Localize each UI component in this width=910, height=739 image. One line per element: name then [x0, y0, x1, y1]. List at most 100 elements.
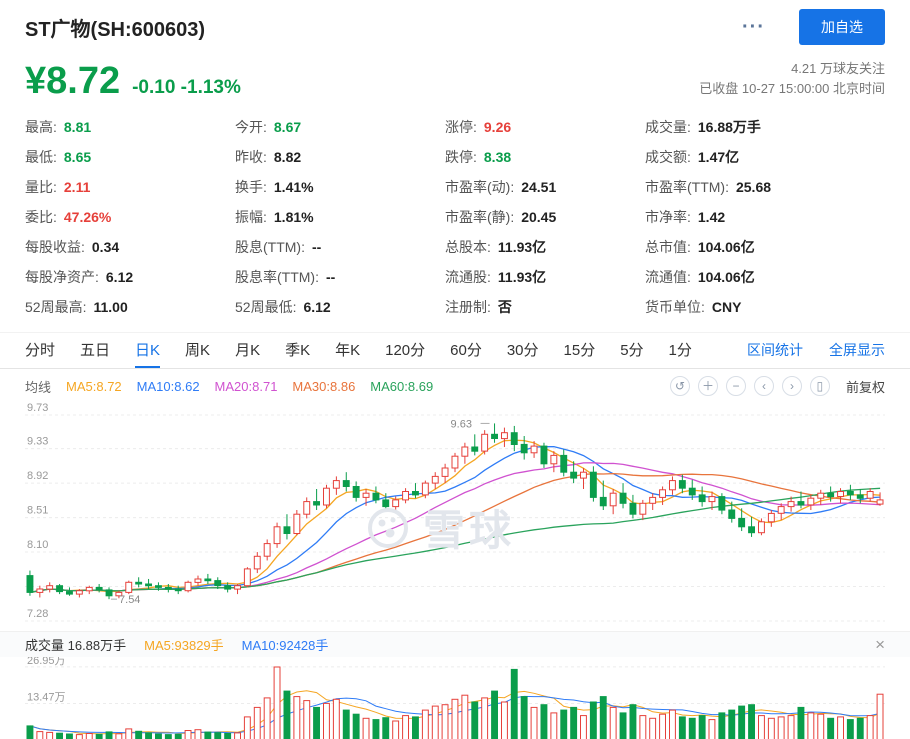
zoom-out-icon[interactable]: − — [725, 376, 746, 396]
stat-item: 每股净资产: 6.12 — [25, 262, 235, 292]
svg-text:26.95万: 26.95万 — [27, 657, 66, 667]
svg-text:7.54: 7.54 — [119, 594, 140, 606]
stat-value: 11.93亿 — [497, 239, 547, 255]
stat-label: 市盈率(静): — [445, 209, 515, 225]
period-tab[interactable]: 季K — [285, 342, 311, 359]
stat-label: 每股净资产: — [25, 269, 99, 285]
period-tab[interactable]: 日K — [135, 333, 161, 368]
period-tabbar: 分时 五日 日K 周K 月K 季K 年K 120分 60分 30分 15分 5分 1分 区间统计 全屏显… — [0, 332, 910, 369]
period-tab[interactable]: 周K — [185, 342, 211, 359]
period-tab[interactable]: 五日 — [80, 342, 111, 359]
stat-value: 47.26% — [63, 209, 112, 225]
close-icon[interactable]: × — [875, 635, 885, 654]
stat-label: 注册制: — [445, 299, 491, 315]
period-tab[interactable]: 30分 — [506, 342, 539, 359]
zoom-in-icon[interactable]: ＋ — [697, 376, 718, 396]
stat-item: 跌停: 8.38 — [445, 142, 645, 172]
quote-row: ¥8.72 -0.10 -1.13% 4.21 万球友关注 已收盘 10-27 … — [0, 44, 910, 100]
top-bar: ST广物(SH:600603) ··· 加自选 — [0, 0, 910, 45]
stat-item: 市净率: 1.42 — [645, 202, 885, 232]
volume-ma10-label: MA10:92428手 — [241, 638, 329, 653]
stat-item: 股息(TTM): -- — [235, 232, 445, 262]
more-menu-icon[interactable]: ··· — [742, 15, 765, 38]
stat-value: 8.82 — [273, 149, 302, 165]
stat-label: 流通股: — [445, 269, 491, 285]
stat-value: 16.88万手 — [697, 119, 761, 135]
pan-right-icon[interactable]: › — [781, 376, 802, 396]
stat-label: 市盈率(TTM): — [645, 179, 729, 195]
stat-value: 8.67 — [273, 119, 302, 135]
stat-value: 104.06亿 — [697, 269, 755, 285]
ma-legend-item: MA5:8.72 — [66, 378, 122, 394]
stat-value: 20.45 — [521, 209, 557, 225]
stat-label: 振幅: — [235, 209, 267, 225]
followers-count: 4.21 万球友关注 — [791, 61, 885, 76]
top-actions: ··· 加自选 — [742, 9, 885, 45]
chart-header: 均线 MA5:8.72 MA10:8.62 MA20:8.71 MA30:8.86 MA… — [0, 369, 910, 399]
stat-label: 总市值: — [645, 239, 691, 255]
pan-left-icon[interactable]: ‹ — [753, 376, 774, 396]
stat-item: 52周最低: 6.12 — [235, 292, 445, 322]
stat-item: 最低: 8.65 — [25, 142, 235, 172]
fullscreen-link[interactable]: 全屏显示 — [829, 342, 885, 358]
stat-item: 市盈率(TTM): 25.68 — [645, 172, 885, 202]
stat-label: 涨停: — [445, 119, 477, 135]
ma-legend-item: MA10:8.62 — [136, 378, 200, 394]
mobile-icon[interactable]: ▯ — [809, 376, 830, 396]
stat-item: 今开: 8.67 — [235, 112, 445, 142]
stat-label: 成交量: — [645, 119, 691, 135]
period-tab[interactable]: 15分 — [563, 342, 596, 359]
stat-item: 注册制: 否 — [445, 292, 645, 322]
range-stats-link[interactable]: 区间统计 — [747, 342, 803, 358]
period-tab[interactable]: 1分 — [668, 342, 692, 359]
volume-gridlines: 26.95万 13.47万 — [25, 657, 885, 704]
undo-icon[interactable]: ↺ — [669, 376, 690, 396]
stat-value: -- — [325, 269, 336, 285]
stat-item: 委比: 47.26% — [25, 202, 235, 232]
price-axis-labels: 9.73 9.33 8.92 8.51 8.10 7.28 — [27, 402, 48, 620]
stat-item: 总市值: 104.06亿 — [645, 232, 885, 262]
stat-value: 6.12 — [303, 299, 331, 315]
stat-label: 换手: — [235, 179, 267, 195]
stat-item: 股息率(TTM): -- — [235, 262, 445, 292]
volume-title: 成交量 16.88万手 — [25, 638, 127, 653]
stat-value: 1.47亿 — [697, 149, 740, 165]
volume-header: 成交量 16.88万手 MA5:93829手 MA10:92428手 × — [0, 631, 910, 657]
add-watchlist-button[interactable]: 加自选 — [799, 9, 885, 45]
stat-item: 成交额: 1.47亿 — [645, 142, 885, 172]
period-tab[interactable]: 60分 — [450, 342, 482, 359]
stats-grid: 最高: 8.81 今开: 8.67 涨停: 9.26 成交量: 16.88万手 最低: 8.65 昨… — [0, 100, 910, 326]
period-tab[interactable]: 分时 — [25, 342, 56, 359]
svg-text:8.51: 8.51 — [27, 505, 48, 517]
stat-label: 市净率: — [645, 209, 691, 225]
period-tab[interactable]: 5分 — [620, 342, 644, 359]
adjust-mode-selector[interactable]: 前复权 — [845, 379, 885, 395]
volume-chart[interactable]: 26.95万 13.47万 — [25, 657, 885, 739]
period-tab[interactable]: 月K — [235, 342, 261, 359]
stat-item: 市盈率(动): 24.51 — [445, 172, 645, 202]
ma-legend-item: MA30:8.86 — [292, 378, 356, 394]
stat-value: 104.06亿 — [697, 239, 755, 255]
stat-value: 8.65 — [63, 149, 92, 165]
stat-item: 量比: 2.11 — [25, 172, 235, 202]
stat-item: 货币单位: CNY — [645, 292, 885, 322]
stat-item: 流通值: 104.06亿 — [645, 262, 885, 292]
stat-item: 流通股: 11.93亿 — [445, 262, 645, 292]
period-tab[interactable]: 120分 — [385, 342, 426, 359]
stat-item: 52周最高: 11.00 — [25, 292, 235, 322]
period-tab[interactable]: 年K — [335, 342, 361, 359]
svg-text:9.33: 9.33 — [27, 436, 48, 448]
stat-value: 25.68 — [735, 179, 772, 195]
volume-bars — [26, 666, 884, 739]
stat-label: 今开: — [235, 119, 267, 135]
ma-values: MA5:8.72 MA10:8.62 MA20:8.71 MA30:8.86 MA60:… — [66, 379, 433, 394]
stat-label: 跌停: — [445, 149, 477, 165]
candlestick-chart[interactable]: 9.73 9.33 8.92 8.51 8.10 7.28 9.63 7.54 雪球 — [25, 399, 885, 631]
stat-item: 最高: 8.81 — [25, 112, 235, 142]
stat-value: 8.38 — [483, 149, 512, 165]
stat-label: 每股收益: — [25, 239, 85, 255]
stat-value: 11.00 — [93, 299, 128, 315]
stat-value: 2.11 — [63, 179, 91, 195]
stat-item: 总股本: 11.93亿 — [445, 232, 645, 262]
stat-value: CNY — [711, 299, 742, 315]
